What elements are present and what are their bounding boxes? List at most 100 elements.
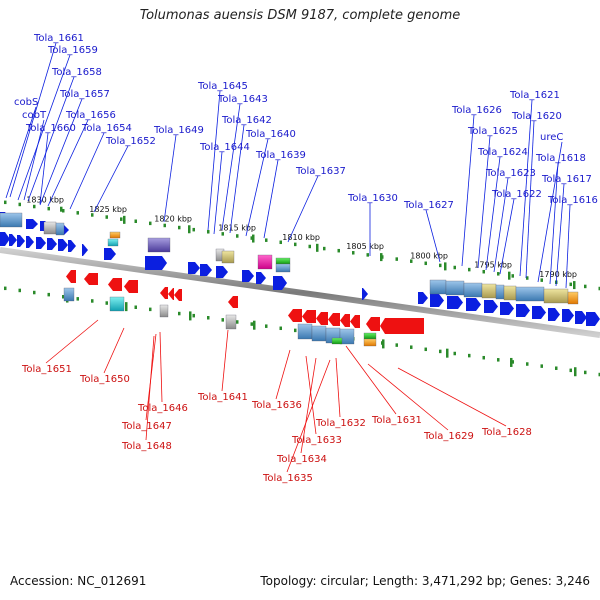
forward-gene-arrow xyxy=(532,306,546,319)
protein-domain-block xyxy=(63,287,75,302)
leader-line-bottom xyxy=(145,335,155,441)
gene-label-bottom: Tola_1632 xyxy=(315,418,366,429)
gene-label-top: cobS xyxy=(14,97,38,108)
leader-line-top xyxy=(549,162,559,285)
protein-domain-block xyxy=(107,238,119,247)
scale-dot xyxy=(526,362,529,366)
gene-label-top: Tola_1626 xyxy=(451,105,502,116)
scale-dot xyxy=(236,234,239,238)
scale-dot xyxy=(105,215,108,219)
scale-dot xyxy=(47,292,50,297)
gene-label-bottom: Tola_1647 xyxy=(121,421,172,432)
scale-dot xyxy=(91,213,94,217)
protein-domain-block xyxy=(331,337,343,345)
gene-label-top: Tola_1658 xyxy=(51,67,102,78)
scale-dot xyxy=(4,286,7,291)
scale-dot xyxy=(178,225,181,230)
scale-dot xyxy=(47,206,50,211)
scale-major-tick xyxy=(60,206,63,212)
forward-gene-arrow xyxy=(68,240,76,252)
protein-domain-block xyxy=(275,263,291,273)
scale-dot xyxy=(424,347,427,352)
forward-gene-arrow xyxy=(26,219,38,229)
scale-dot xyxy=(105,301,108,305)
scale-dot xyxy=(149,307,152,312)
protein-domain-block xyxy=(109,296,125,312)
scale-dot xyxy=(569,368,572,373)
kbp-label: 1805 kbp xyxy=(346,242,384,251)
forward-gene-arrow xyxy=(82,244,88,256)
scale-dot xyxy=(511,274,514,278)
gene-label-top: Tola_1644 xyxy=(199,142,250,153)
scale-dot xyxy=(76,297,79,301)
leader-line-top xyxy=(263,159,279,239)
leader-lines xyxy=(5,42,571,473)
scale-dot xyxy=(395,257,398,261)
scale-dot xyxy=(366,253,369,257)
protein-domain-block xyxy=(147,237,171,253)
scale-dot xyxy=(395,343,398,347)
protein-domain-block xyxy=(567,291,579,305)
scale-major-tick xyxy=(573,281,576,290)
protein-domain-block xyxy=(257,254,273,270)
gene-label-bottom: Tola_1628 xyxy=(481,427,532,438)
scale-dot xyxy=(598,372,600,377)
leader-line-top xyxy=(525,120,535,279)
leader-line-top xyxy=(213,151,223,235)
forward-gene-arrow xyxy=(418,292,428,304)
scale-major-tick xyxy=(510,357,513,367)
leader-line-bottom xyxy=(367,363,449,431)
leader-line-top xyxy=(493,177,509,273)
leader-line-top xyxy=(245,138,269,237)
forward-gene-arrow xyxy=(362,288,368,300)
kbp-label: 1790 kbp xyxy=(539,270,577,279)
leader-line-top xyxy=(23,119,45,201)
gene-label-top: Tola_1640 xyxy=(245,129,296,140)
scale-dot xyxy=(294,328,297,333)
forward-gene-arrow xyxy=(58,239,68,251)
kbp-label: 1830 kbp xyxy=(26,196,64,205)
gene-label-bottom: Tola_1633 xyxy=(291,435,342,446)
gene-label-bottom: Tola_1646 xyxy=(137,403,188,414)
scale-major-tick xyxy=(382,339,385,349)
scale-dot xyxy=(178,311,181,316)
scale-dot xyxy=(497,272,500,276)
scale-major-tick xyxy=(125,302,128,312)
gene-label-top: Tola_1618 xyxy=(535,153,586,164)
leader-line-top xyxy=(39,132,49,205)
gene-label-top: Tola_1649 xyxy=(153,125,204,136)
scale-dot xyxy=(410,259,413,263)
gene-label-top: Tola_1656 xyxy=(65,110,116,121)
forward-gene-arrow xyxy=(430,294,444,307)
protein-domain-block xyxy=(445,280,465,296)
forward-gene-arrow xyxy=(548,308,560,321)
protein-domain-block xyxy=(495,284,505,300)
forward-gene-arrow xyxy=(466,298,481,311)
scale-dot xyxy=(134,305,137,310)
leader-line-top xyxy=(555,183,565,287)
forward-gene-arrow xyxy=(242,270,254,282)
scale-dot xyxy=(221,318,224,322)
scale-dot xyxy=(250,322,253,326)
protein-domain-block xyxy=(515,286,545,302)
reverse-gene-arrow xyxy=(66,270,76,283)
leader-line-bottom xyxy=(345,345,397,415)
reverse-gene-arrow xyxy=(302,310,316,323)
scale-dot xyxy=(511,360,514,364)
protein-domain-block xyxy=(481,283,497,299)
forward-gene-arrow xyxy=(447,296,463,309)
scale-dot xyxy=(4,200,7,205)
scale-dot xyxy=(33,290,36,295)
gene-label-top: Tola_1630 xyxy=(347,193,398,204)
forward-gene-arrow xyxy=(586,312,600,326)
reverse-gene-arrow xyxy=(366,317,380,331)
gene-label-bottom: Tola_1631 xyxy=(371,415,422,426)
reverse-gene-arrow xyxy=(124,280,138,293)
gene-label-top: Tola_1659 xyxy=(47,45,98,56)
scale-dot xyxy=(265,324,268,328)
leader-line-top xyxy=(461,114,475,267)
protein-domain-block xyxy=(275,257,291,265)
protein-domain-block xyxy=(109,231,121,239)
